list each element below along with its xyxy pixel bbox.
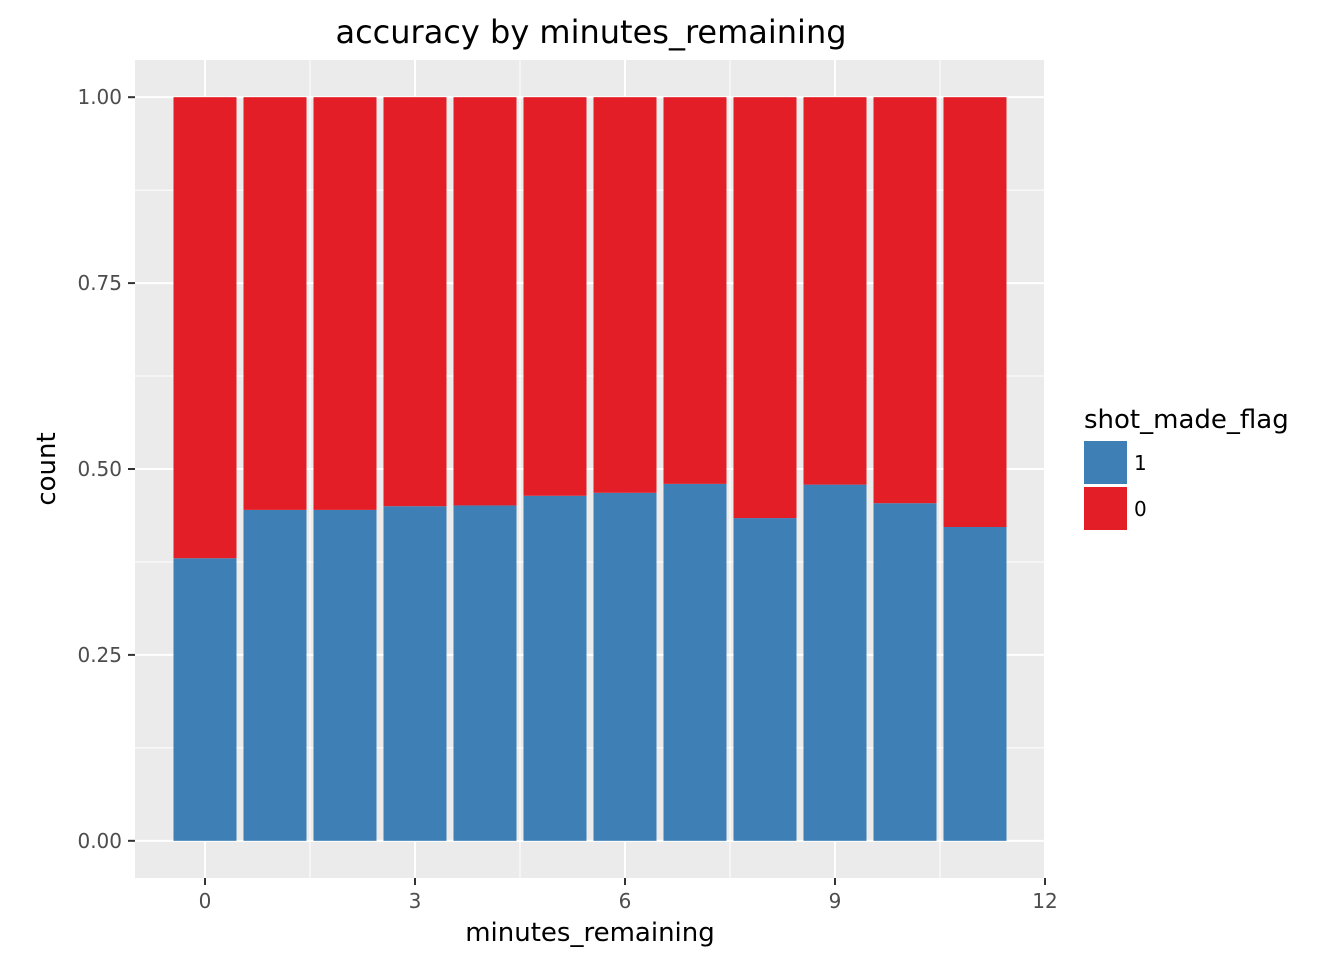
bar-segment-0-x4 bbox=[453, 97, 517, 506]
x-tick-label: 9 bbox=[829, 889, 842, 913]
bar-segment-0-x7 bbox=[663, 97, 727, 484]
bar-segment-0-x5 bbox=[523, 97, 587, 496]
bar-segment-0-x8 bbox=[733, 97, 797, 519]
x-tick-label: 3 bbox=[409, 889, 422, 913]
y-tick-label: 0.25 bbox=[77, 643, 122, 667]
chart-title: accuracy by minutes_remaining bbox=[335, 13, 846, 51]
legend-key-1 bbox=[1084, 441, 1127, 484]
y-tick-label: 1.00 bbox=[77, 85, 122, 109]
bar-segment-0-x6 bbox=[593, 97, 657, 493]
bar-segment-1-x8 bbox=[733, 518, 797, 841]
y-tick-label: 0.50 bbox=[77, 457, 122, 481]
bar-segment-1-x9 bbox=[803, 484, 867, 841]
x-axis-title: minutes_remaining bbox=[465, 918, 715, 948]
bar-segment-0-x0 bbox=[173, 97, 237, 559]
bar-segment-1-x1 bbox=[243, 509, 307, 841]
legend: shot_made_flag 1 0 bbox=[1084, 405, 1289, 530]
bar-segment-1-x6 bbox=[593, 492, 657, 841]
legend-label-0: 0 bbox=[1134, 497, 1147, 521]
bar-segment-1-x0 bbox=[173, 558, 237, 841]
legend-title: shot_made_flag bbox=[1084, 405, 1289, 435]
x-axis: 0 3 6 9 12 bbox=[199, 878, 1058, 913]
bar-segment-1-x4 bbox=[453, 505, 517, 841]
x-tick-label: 12 bbox=[1032, 889, 1057, 913]
bar-segment-0-x1 bbox=[243, 97, 307, 510]
bar-segment-1-x7 bbox=[663, 483, 727, 841]
legend-label-1: 1 bbox=[1134, 451, 1147, 475]
x-tick-label: 0 bbox=[199, 889, 212, 913]
bar-segment-0-x2 bbox=[313, 97, 377, 510]
bar-segment-0-x9 bbox=[803, 97, 867, 485]
bar-segment-1-x2 bbox=[313, 509, 377, 841]
bar-segment-1-x3 bbox=[383, 506, 447, 841]
bar-segment-0-x11 bbox=[943, 97, 1007, 528]
y-tick-label: 0.00 bbox=[77, 829, 122, 853]
bar-segment-0-x3 bbox=[383, 97, 447, 507]
bar-segment-0-x10 bbox=[873, 97, 937, 504]
bar-segment-1-x5 bbox=[523, 495, 587, 841]
bar-segment-1-x10 bbox=[873, 503, 937, 841]
legend-key-0 bbox=[1084, 487, 1127, 530]
bar-segment-1-x11 bbox=[943, 527, 1007, 841]
y-axis: 0.00 0.25 0.50 0.75 1.00 bbox=[77, 85, 135, 853]
y-tick-label: 0.75 bbox=[77, 271, 122, 295]
x-tick-label: 6 bbox=[619, 889, 632, 913]
y-axis-title: count bbox=[32, 432, 62, 505]
bars bbox=[173, 97, 1007, 841]
